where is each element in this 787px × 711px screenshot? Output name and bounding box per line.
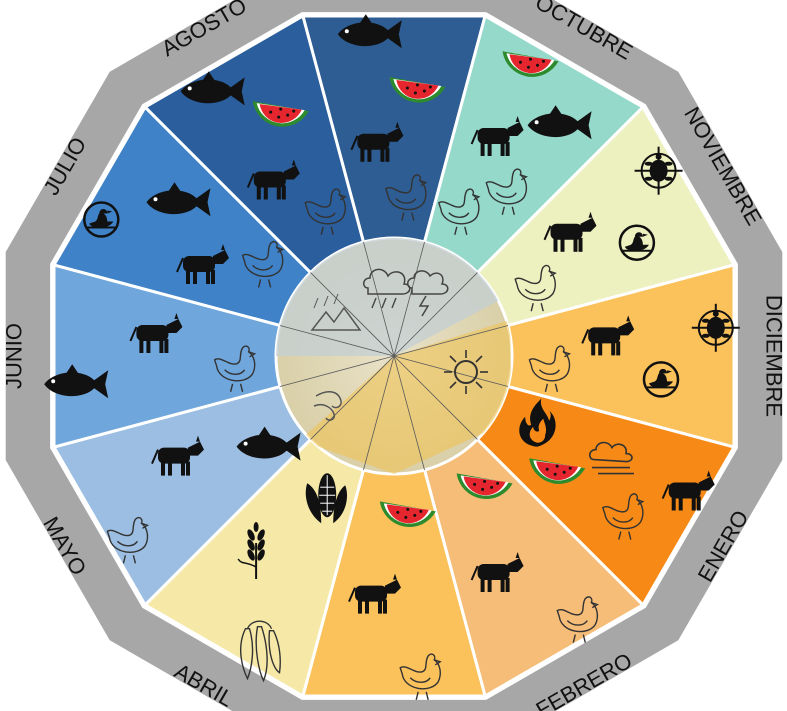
- center-spoke: [310, 355, 395, 440]
- mountain-rain-icon: [310, 293, 362, 331]
- center-spoke: [310, 272, 395, 357]
- wind-icon: [313, 391, 342, 421]
- center-spoke: [363, 355, 395, 471]
- center-spoke: [393, 272, 478, 357]
- center-spoke: [279, 325, 395, 357]
- center-spoke: [393, 355, 478, 440]
- weather-center-circle: [274, 236, 514, 476]
- rain-cloud-icon: [363, 268, 411, 309]
- center-spoke: [393, 241, 425, 357]
- month-label-junio: JUNIO: [2, 323, 27, 389]
- month-label-diciembre: DICIEMBRE: [762, 295, 787, 417]
- storm-cloud-icon: [407, 270, 449, 317]
- dry-season-area: [300, 320, 512, 474]
- center-spoke: [279, 355, 395, 387]
- rainy-season-area: [276, 238, 500, 356]
- center-spoke: [363, 241, 395, 357]
- sun-icon: [444, 350, 488, 394]
- center-spoke: [393, 355, 425, 471]
- center-spoke: [393, 325, 509, 357]
